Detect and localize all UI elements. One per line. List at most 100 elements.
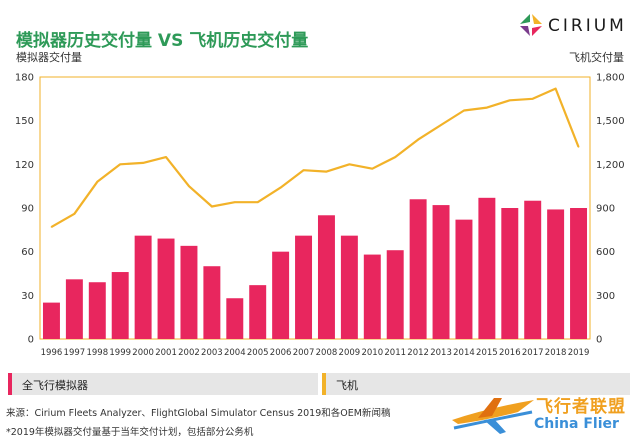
x-tick: 2019 — [568, 348, 590, 358]
bar-1997 — [65, 279, 83, 339]
watermark-en: China Flier — [534, 416, 619, 432]
bar-2010 — [363, 254, 381, 339]
y-left-tick: 30 — [21, 291, 34, 302]
x-axis-ticks: 1996 1997 1998 1999 2000 2001 2002 2003 2004 2005… — [41, 348, 590, 358]
bar-2006 — [272, 251, 290, 339]
line-series — [50, 87, 580, 228]
source-note: 来源：Cirium Fleets Analyzer、FlightGlobal S… — [6, 408, 391, 419]
aircraft-point-2009 — [348, 163, 351, 166]
aircraft-point-2014 — [463, 109, 465, 112]
legend-item-aircraft: 飞机 — [322, 373, 630, 395]
x-tick: 1998 — [86, 348, 108, 358]
watermark-cn: 飞行者联盟 — [536, 397, 626, 417]
aircraft-point-1999 — [119, 163, 122, 166]
bar-2017 — [524, 200, 542, 339]
x-tick: 1999 — [109, 348, 131, 358]
footnote: *2019年模拟器交付量基于当年交付计划，包括部分公务机 — [6, 427, 254, 438]
legend-label-simulators: 全飞行模拟器 — [22, 379, 88, 392]
y-right-tick: 300 — [596, 291, 615, 302]
aircraft-point-2002 — [188, 185, 190, 187]
x-tick: 2001 — [155, 348, 177, 358]
bar-2004 — [226, 298, 244, 339]
brand-logo: CIRIUM — [516, 8, 636, 42]
bar-2002 — [180, 245, 198, 339]
bar-2016 — [501, 208, 519, 339]
x-tick: 2014 — [453, 348, 475, 358]
aircraft-point-2012 — [417, 138, 419, 141]
x-tick: 1997 — [64, 348, 86, 358]
y-right-tick: 1,800 — [596, 73, 625, 84]
bar-2000 — [134, 235, 152, 339]
y-axis-left-label: 模拟器交付量 — [16, 50, 82, 64]
bar-2015 — [478, 197, 496, 339]
bar-2012 — [409, 199, 427, 339]
x-tick: 2016 — [499, 348, 521, 358]
y-right-tick: 600 — [596, 247, 615, 258]
x-tick: 2018 — [545, 348, 567, 358]
x-tick: 2006 — [270, 348, 292, 358]
x-tick: 2009 — [339, 348, 361, 358]
y-left-tick: 120 — [15, 160, 34, 171]
x-tick: 2000 — [132, 348, 154, 358]
x-tick: 2007 — [293, 348, 315, 358]
x-tick: 2005 — [247, 348, 269, 358]
aircraft-point-2015 — [486, 106, 488, 109]
y-left-tick: 90 — [21, 204, 34, 215]
aircraft-point-2003 — [211, 205, 213, 208]
bar-series — [42, 197, 588, 339]
aircraft-point-2010 — [371, 167, 374, 170]
x-tick: 2008 — [316, 348, 338, 358]
aircraft-line — [50, 87, 580, 228]
plane-icon — [452, 398, 534, 434]
aircraft-point-2006 — [279, 186, 282, 189]
aircraft-point-2018 — [554, 87, 557, 90]
x-tick: 2012 — [407, 348, 429, 358]
bar-2011 — [386, 250, 404, 339]
y-left-tick: 150 — [15, 116, 34, 127]
bar-1999 — [111, 272, 129, 339]
bar-2008 — [317, 215, 335, 339]
x-tick: 2010 — [361, 348, 383, 358]
aircraft-point-1997 — [73, 213, 76, 215]
bar-1998 — [88, 282, 106, 339]
y-left-tick: 60 — [21, 247, 34, 258]
y-right-tick: 0 — [596, 335, 602, 346]
x-tick: 2013 — [430, 348, 452, 358]
x-tick: 2004 — [224, 348, 246, 358]
x-tick: 2003 — [201, 348, 223, 358]
y-axis-right-label: 飞机交付量 — [569, 50, 624, 64]
aircraft-point-2016 — [508, 99, 511, 102]
x-tick: 2017 — [522, 348, 544, 358]
x-tick: 2011 — [384, 348, 406, 358]
watermark-logo: 飞行者联盟 China Flier — [448, 388, 638, 444]
y-axis-left-ticks: 0 30 60 90 120 150 180 — [15, 73, 34, 346]
bar-2005 — [249, 285, 267, 339]
x-tick: 1996 — [41, 348, 63, 358]
aircraft-point-2011 — [394, 156, 397, 158]
aircraft-point-2013 — [440, 124, 442, 126]
bar-2009 — [340, 235, 358, 339]
combo-chart: 模拟器交付量 飞机交付量 0 30 60 90 120 150 180 0 300 600 900… — [15, 50, 625, 358]
bar-2018 — [547, 209, 565, 339]
aircraft-point-2019 — [577, 146, 580, 148]
aircraft-point-1998 — [96, 181, 99, 183]
bar-2001 — [157, 238, 175, 339]
y-left-tick: 0 — [28, 335, 34, 346]
y-left-tick: 180 — [15, 73, 34, 84]
brand-wordmark: CIRIUM — [548, 16, 627, 36]
chart-title: 模拟器历史交付量 VS 飞机历史交付量 — [16, 31, 309, 51]
x-tick: 2002 — [178, 348, 200, 358]
y-right-tick: 900 — [596, 204, 615, 215]
bar-2013 — [432, 205, 450, 339]
aircraft-point-2004 — [233, 201, 236, 203]
aircraft-point-2007 — [302, 169, 305, 171]
bar-2014 — [455, 219, 473, 339]
legend-label-aircraft: 飞机 — [336, 379, 358, 392]
legend: 全飞行模拟器 飞机 — [8, 373, 630, 395]
aircraft-point-2008 — [325, 170, 328, 173]
plot-frame — [39, 76, 591, 340]
y-right-tick: 1,200 — [596, 160, 625, 171]
bar-2019 — [570, 208, 588, 339]
aircraft-point-2000 — [142, 162, 144, 164]
brand-mark-icon — [520, 14, 542, 36]
